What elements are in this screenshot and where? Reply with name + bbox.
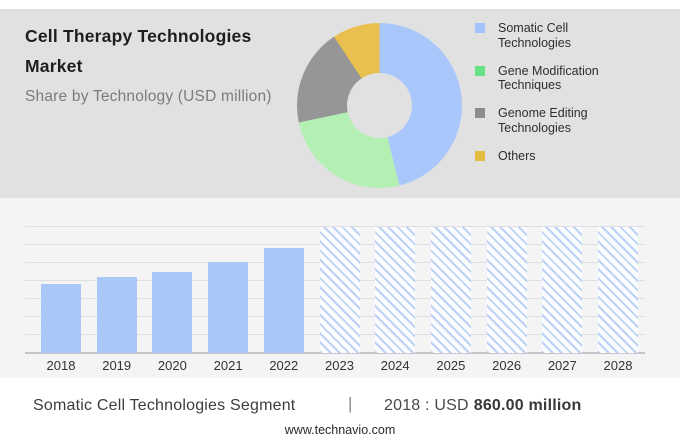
donut-hole xyxy=(347,73,412,138)
legend-item: Somatic Cell Technologies xyxy=(475,21,618,51)
callout-strip: Somatic Cell Technologies Segment | 2018… xyxy=(0,378,680,440)
bar-2021 xyxy=(208,261,249,353)
year-label-2027: 2027 xyxy=(547,358,577,373)
page-subtitle: Share by Technology (USD million) xyxy=(25,88,272,106)
legend-label: Genome Editing Technologies xyxy=(498,106,588,135)
separator: | xyxy=(348,394,353,413)
header-panel: Cell Therapy Technologies Market Share b… xyxy=(0,9,680,198)
bar-chart-panel: 2018 2019 2020 2021 2022 2023 2024 2025 2026 2027… xyxy=(0,198,680,378)
year-label-2026: 2026 xyxy=(492,358,522,373)
legend-swatch-icon xyxy=(475,150,485,161)
year-label-2022: 2022 xyxy=(269,358,299,373)
legend-swatch-icon xyxy=(475,23,485,33)
value-prefix: 2018 : USD xyxy=(384,397,469,414)
bar-chart-plot xyxy=(25,226,645,354)
forecast-column-2025 xyxy=(430,227,471,353)
legend-item: Gene Modification Techniques xyxy=(475,64,618,94)
bar-2019 xyxy=(96,276,137,353)
donut-chart xyxy=(297,23,462,188)
legend: Somatic Cell Technologies Gene Modificati… xyxy=(475,21,618,176)
forecast-column-2027 xyxy=(542,227,583,353)
forecast-column-2023 xyxy=(319,227,360,353)
year-label-2020: 2020 xyxy=(157,358,187,373)
year-label-2025: 2025 xyxy=(436,358,466,373)
legend-swatch-icon xyxy=(475,108,485,118)
legend-label: Others xyxy=(498,148,536,163)
bar-2020 xyxy=(152,272,193,353)
year-label-2024: 2024 xyxy=(380,358,410,373)
year-label-2023: 2023 xyxy=(325,358,354,373)
forecast-column-2024 xyxy=(375,227,416,353)
year-label-2018: 2018 xyxy=(46,358,76,373)
legend-item: Others xyxy=(475,149,618,164)
page-title: Cell Therapy Technologies Market xyxy=(25,26,252,77)
forecast-column-2028 xyxy=(598,227,638,353)
year-label-2028: 2028 xyxy=(603,358,633,373)
forecast-column-2026 xyxy=(486,227,527,353)
title-block: Cell Therapy Technologies Market Share b… xyxy=(25,21,290,106)
value-text: 2018 : USD 860.00 million xyxy=(384,397,581,415)
value-amount: 860.00 million xyxy=(473,397,582,414)
legend-label: Somatic Cell Technologies xyxy=(498,21,571,50)
year-label-2019: 2019 xyxy=(102,358,132,373)
gridline xyxy=(25,226,645,227)
segment-label: Somatic Cell Technologies Segment xyxy=(33,397,296,414)
footer-url: www.technavio.com xyxy=(284,423,396,437)
year-label-2021: 2021 xyxy=(213,358,243,373)
legend-item: Genome Editing Technologies xyxy=(475,106,618,136)
legend-swatch-icon xyxy=(475,65,485,76)
bar-2018 xyxy=(41,284,81,353)
x-axis-line xyxy=(25,352,645,354)
bar-2022 xyxy=(263,248,304,353)
legend-label: Gene Modification Techniques xyxy=(498,63,599,93)
